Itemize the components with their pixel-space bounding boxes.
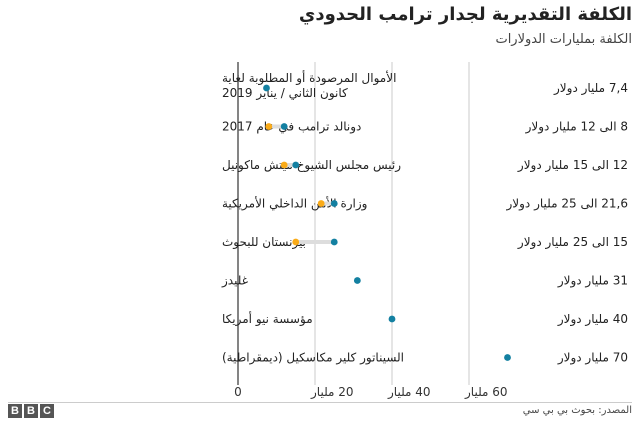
source-note: المصدر: بحوث بي بي سي	[522, 405, 632, 416]
low-estimate-dot	[317, 200, 325, 207]
low-estimate-dot	[292, 238, 300, 246]
row-source-label: السيناتور كلير مكاسكيل (ديمقراطية)	[222, 351, 404, 366]
bbc-logo: B B C	[8, 404, 54, 418]
x-tick-label: 20 مليار	[310, 385, 354, 400]
estimate-dot	[353, 277, 361, 284]
row-source-label: دونالد ترامب في عام 2017	[222, 120, 361, 135]
row-value-label: 21,6 الى 25 مليار دولار	[505, 197, 628, 212]
row-source-label: الأموال المرصودة أو المطلوبة لغاية	[222, 70, 396, 86]
chart-title: الكلفة التقديرية لجدار ترامب الحدودي	[298, 4, 632, 25]
high-estimate-dot	[292, 161, 300, 169]
footer-divider	[8, 402, 632, 403]
row-source-label: كانون الثاني / يناير 2019	[222, 86, 348, 101]
row-source-label: وزارة الأمن الداخلي الأمريكية	[222, 196, 367, 212]
x-tick-label: 0	[234, 385, 242, 399]
row-source-label: مؤسسة نيو أمريكا	[222, 311, 313, 327]
estimate-dot	[504, 354, 511, 361]
row-value-label: 31 مليار دولار	[557, 274, 628, 289]
row-source-label: رئيس مجلس الشيوخ ميتش ماكونيل	[222, 158, 401, 173]
row-source-label: بيرنستان للبحوث	[222, 235, 306, 250]
estimate-dot	[263, 84, 270, 92]
high-estimate-dot	[330, 238, 338, 246]
low-estimate-dot	[280, 161, 288, 169]
bbc-logo-letter: B	[8, 404, 22, 418]
chart-subtitle: الكلفة بمليارات الدولارات	[495, 32, 632, 47]
row-value-label: 8 الى 12 مليار دولار	[525, 120, 628, 135]
row-value-label: 70 مليار دولار	[557, 351, 628, 366]
high-estimate-dot	[280, 123, 288, 130]
estimate-dot	[388, 315, 396, 323]
row-value-label: 40 مليار دولار	[557, 312, 628, 327]
row-source-label: غليدز	[221, 274, 248, 289]
bbc-logo-letter: B	[24, 404, 38, 418]
dot-range-chart: 0 20 مليار 40 مليار 60 مليار الأموال المرصود…	[221, 62, 628, 400]
x-tick-label: 40 مليار	[387, 385, 431, 400]
row-value-label: 15 الى 25 مليار دولار	[517, 235, 628, 250]
x-tick-label: 60 مليار	[464, 385, 508, 400]
bbc-logo-letter: C	[40, 404, 54, 418]
row-value-label: 12 الى 15 مليار دولار	[517, 158, 628, 173]
high-estimate-dot	[330, 200, 338, 207]
low-estimate-dot	[265, 123, 273, 130]
row-value-label: 7,4 مليار دولار	[553, 81, 628, 96]
